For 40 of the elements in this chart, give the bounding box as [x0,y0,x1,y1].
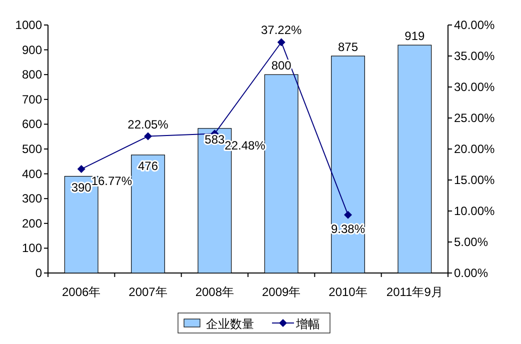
x-tick-label: 2006年 [62,285,101,299]
y2-tick-label: 35.00% [454,49,496,63]
x-tick-label: 2010年 [328,285,368,299]
y-tick-label: 500 [22,142,42,156]
y2-tick-label: 25.00% [454,111,496,125]
data-label: 37.22% [260,23,302,38]
y-tick-label: 0 [35,266,42,280]
data-label: 919 [404,29,425,44]
x-tick-label: 2007年 [128,285,168,299]
x-tick-label: 2011年9月 [386,285,443,299]
y-tick-label: 300 [22,192,42,206]
y2-tick-label: 5.00% [454,235,488,249]
data-label: 800 [271,58,292,73]
point [277,38,286,46]
y-tick-label: 700 [22,92,42,106]
y2-tick-label: 30.00% [454,80,496,94]
point [144,132,152,140]
data-label: 476 [138,158,158,173]
x-tick-label: 2009年 [262,285,301,299]
data-label: 390 [71,180,92,194]
y-tick-label: 600 [22,117,42,132]
legend-label: 企业数量 [206,317,254,331]
y-tick-label: 400 [22,166,42,181]
point [77,165,86,174]
data-label: 875 [338,40,358,54]
legend-label: 增幅 [295,317,320,331]
data-label: 583 [204,132,225,146]
y2-tick-label: 15.00% [454,173,496,187]
y2-tick-label: 0.00% [454,266,488,280]
y2-tick-label: 20.00% [454,142,496,156]
data-label: 22.05% [128,117,169,132]
point [344,210,352,219]
y-tick-label: 900 [22,42,42,57]
y-tick-label: 800 [22,68,42,82]
y2-tick-label: 40.00% [454,18,496,32]
y-tick-label: 200 [22,216,42,230]
y-tick-label: 100 [22,241,42,256]
y2-tick-label: 10.00% [454,204,496,218]
y-tick-label: 1000 [15,18,42,32]
x-tick-label: 2008年 [195,285,234,299]
